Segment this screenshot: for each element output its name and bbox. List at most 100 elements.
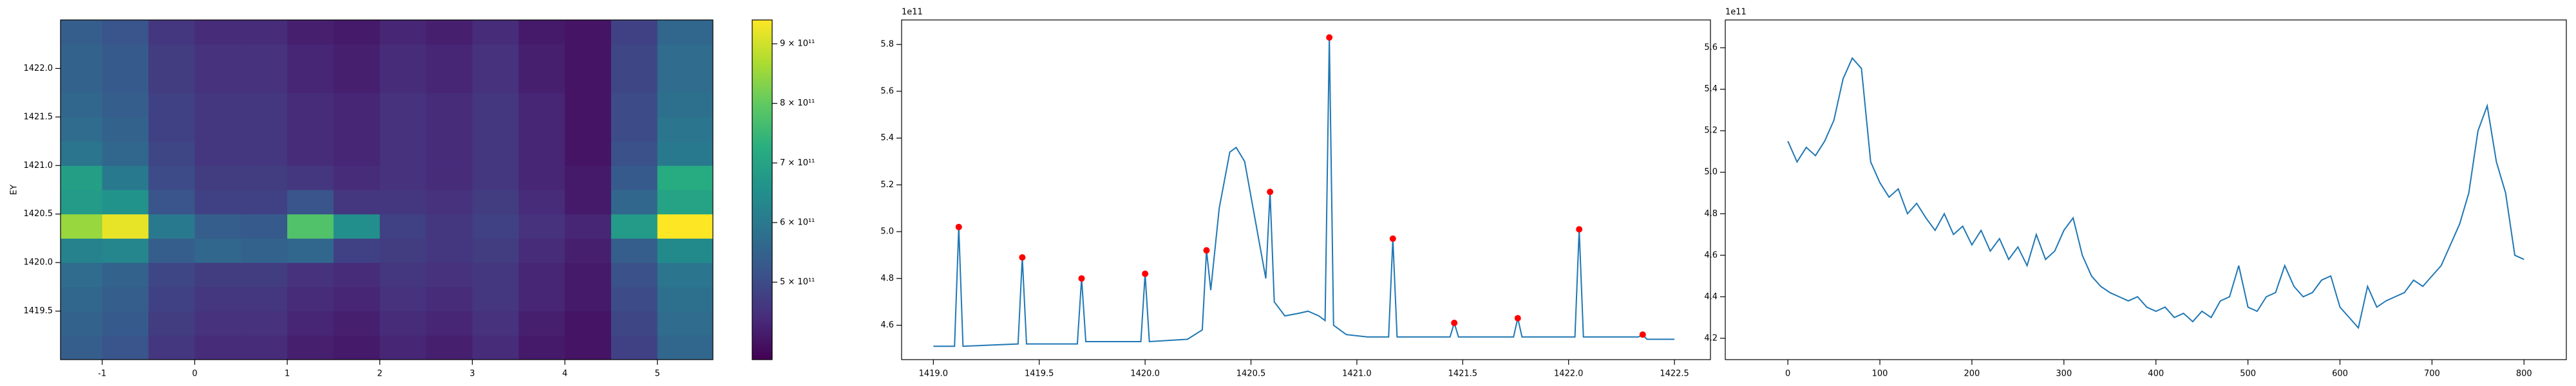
heatmap-cell [426,190,473,215]
heatmap-cell [61,335,103,360]
peak-marker [1451,319,1458,326]
peak-marker [1019,254,1026,261]
heatmap-cell [518,165,565,190]
heatmap-cell [472,20,519,45]
heatmap-cell [472,190,519,215]
colorbar [752,19,773,360]
heatmap-cell [241,190,288,215]
heatmap-cell [518,44,565,69]
colorbar-tick-label: 6 × 10¹¹ [780,217,815,227]
heatmap-cell [657,93,714,118]
heatmap-cell [379,262,427,288]
heatmap-cell [565,93,612,118]
heatmap-cell [565,262,612,288]
heatmap-cell [379,68,427,93]
heatmap-cell [472,141,519,166]
heatmap-cell [518,262,565,288]
heatmap-cell [241,68,288,93]
heatmap-cell [194,68,242,93]
heatmap-cell [379,93,427,118]
heatmap-cell [287,68,334,93]
heatmap-cell [657,335,714,360]
heatmap-cell [611,238,658,263]
heatmap-cell [102,165,149,190]
heatmap-cell [148,262,195,288]
heatmap-cell [148,286,195,312]
heatmap-cell [565,335,612,360]
heatmap-cell [565,286,612,312]
heatmap-cell [148,93,195,118]
x-tick-label: 4 [562,369,567,379]
heatmap-cell [518,141,565,166]
x-tick-label: 1422.0 [1554,369,1584,379]
peak-marker [1203,247,1210,254]
y-tick-label: 1420.0 [24,258,53,268]
heatmap-cell [148,116,195,142]
heatmap-cell [61,262,103,288]
heatmap-cell [518,335,565,360]
peak-marker [1267,188,1274,196]
heatmap-cell [287,262,334,288]
heatmap-cell [472,116,519,142]
heatmap-cell [611,190,658,215]
heatmap-cell [148,20,195,45]
heatmap-cell [333,190,381,215]
heatmap-cell [194,262,242,288]
heatmap-cell [102,141,149,166]
x-tick-label: 400 [2148,369,2164,379]
heatmap-cell [333,116,381,142]
heatmap-cell [472,262,519,288]
heatmap-cell [426,44,473,69]
heatmap-cell [379,165,427,190]
heatmap-cell [426,311,473,336]
heatmap-cell [194,311,242,336]
heatmap-cell [61,238,103,263]
y-tick-label: 4.6 [880,320,894,330]
heatmap-cell [611,262,658,288]
offset-label: 1e11 [1725,8,1747,17]
heatmap-cell [379,311,427,336]
heatmap-cell [426,335,473,360]
heatmap-cell [565,165,612,190]
heatmap-cell [426,68,473,93]
colorbar-tick-label: 7 × 10¹¹ [780,158,815,168]
heatmap-cell [565,44,612,69]
x-tick-label: 1 [285,369,290,379]
heatmap-cell [426,286,473,312]
heatmap-cell [148,311,195,336]
heatmap-cell [102,238,149,263]
heatmap-cell [61,44,103,69]
x-tick-label: 800 [2516,369,2532,379]
y-tick-label: 5.2 [880,180,894,190]
x-tick-label: 3 [469,369,475,379]
heatmap-cell [333,68,381,93]
heatmap-cell [61,93,103,118]
y-tick-label: 1422.0 [24,64,53,73]
y-tick-label: 5.0 [1704,167,1718,177]
heatmap-cell [379,141,427,166]
axes-frame [901,19,1711,360]
axes-frame [1725,19,2567,360]
peak-marker [1326,34,1333,41]
peak-marker [1389,235,1396,242]
y-tick-label: 4.4 [1704,292,1718,302]
heatmap-cell [102,335,149,360]
y-tick-label: 4.8 [880,273,894,283]
heatmap-cell [241,44,288,69]
heatmap-cell [565,116,612,142]
heatmap-cell [426,214,473,239]
heatmap-cell [241,141,288,166]
colorbar-tick-label: 9 × 10¹¹ [780,39,815,49]
x-tick-label: 100 [1872,369,1888,379]
heatmap-cell [102,262,149,288]
heatmap-cell [472,165,519,190]
peak-marker [1078,275,1085,282]
heatmap-cell [472,238,519,263]
heatmap-cell [102,68,149,93]
heatmap-cell [287,44,334,69]
heatmap-cell [241,311,288,336]
heatmap-cell [565,68,612,93]
heatmap-cell [333,311,381,336]
heatmap-cell [426,165,473,190]
heatmap-cell [61,116,103,142]
